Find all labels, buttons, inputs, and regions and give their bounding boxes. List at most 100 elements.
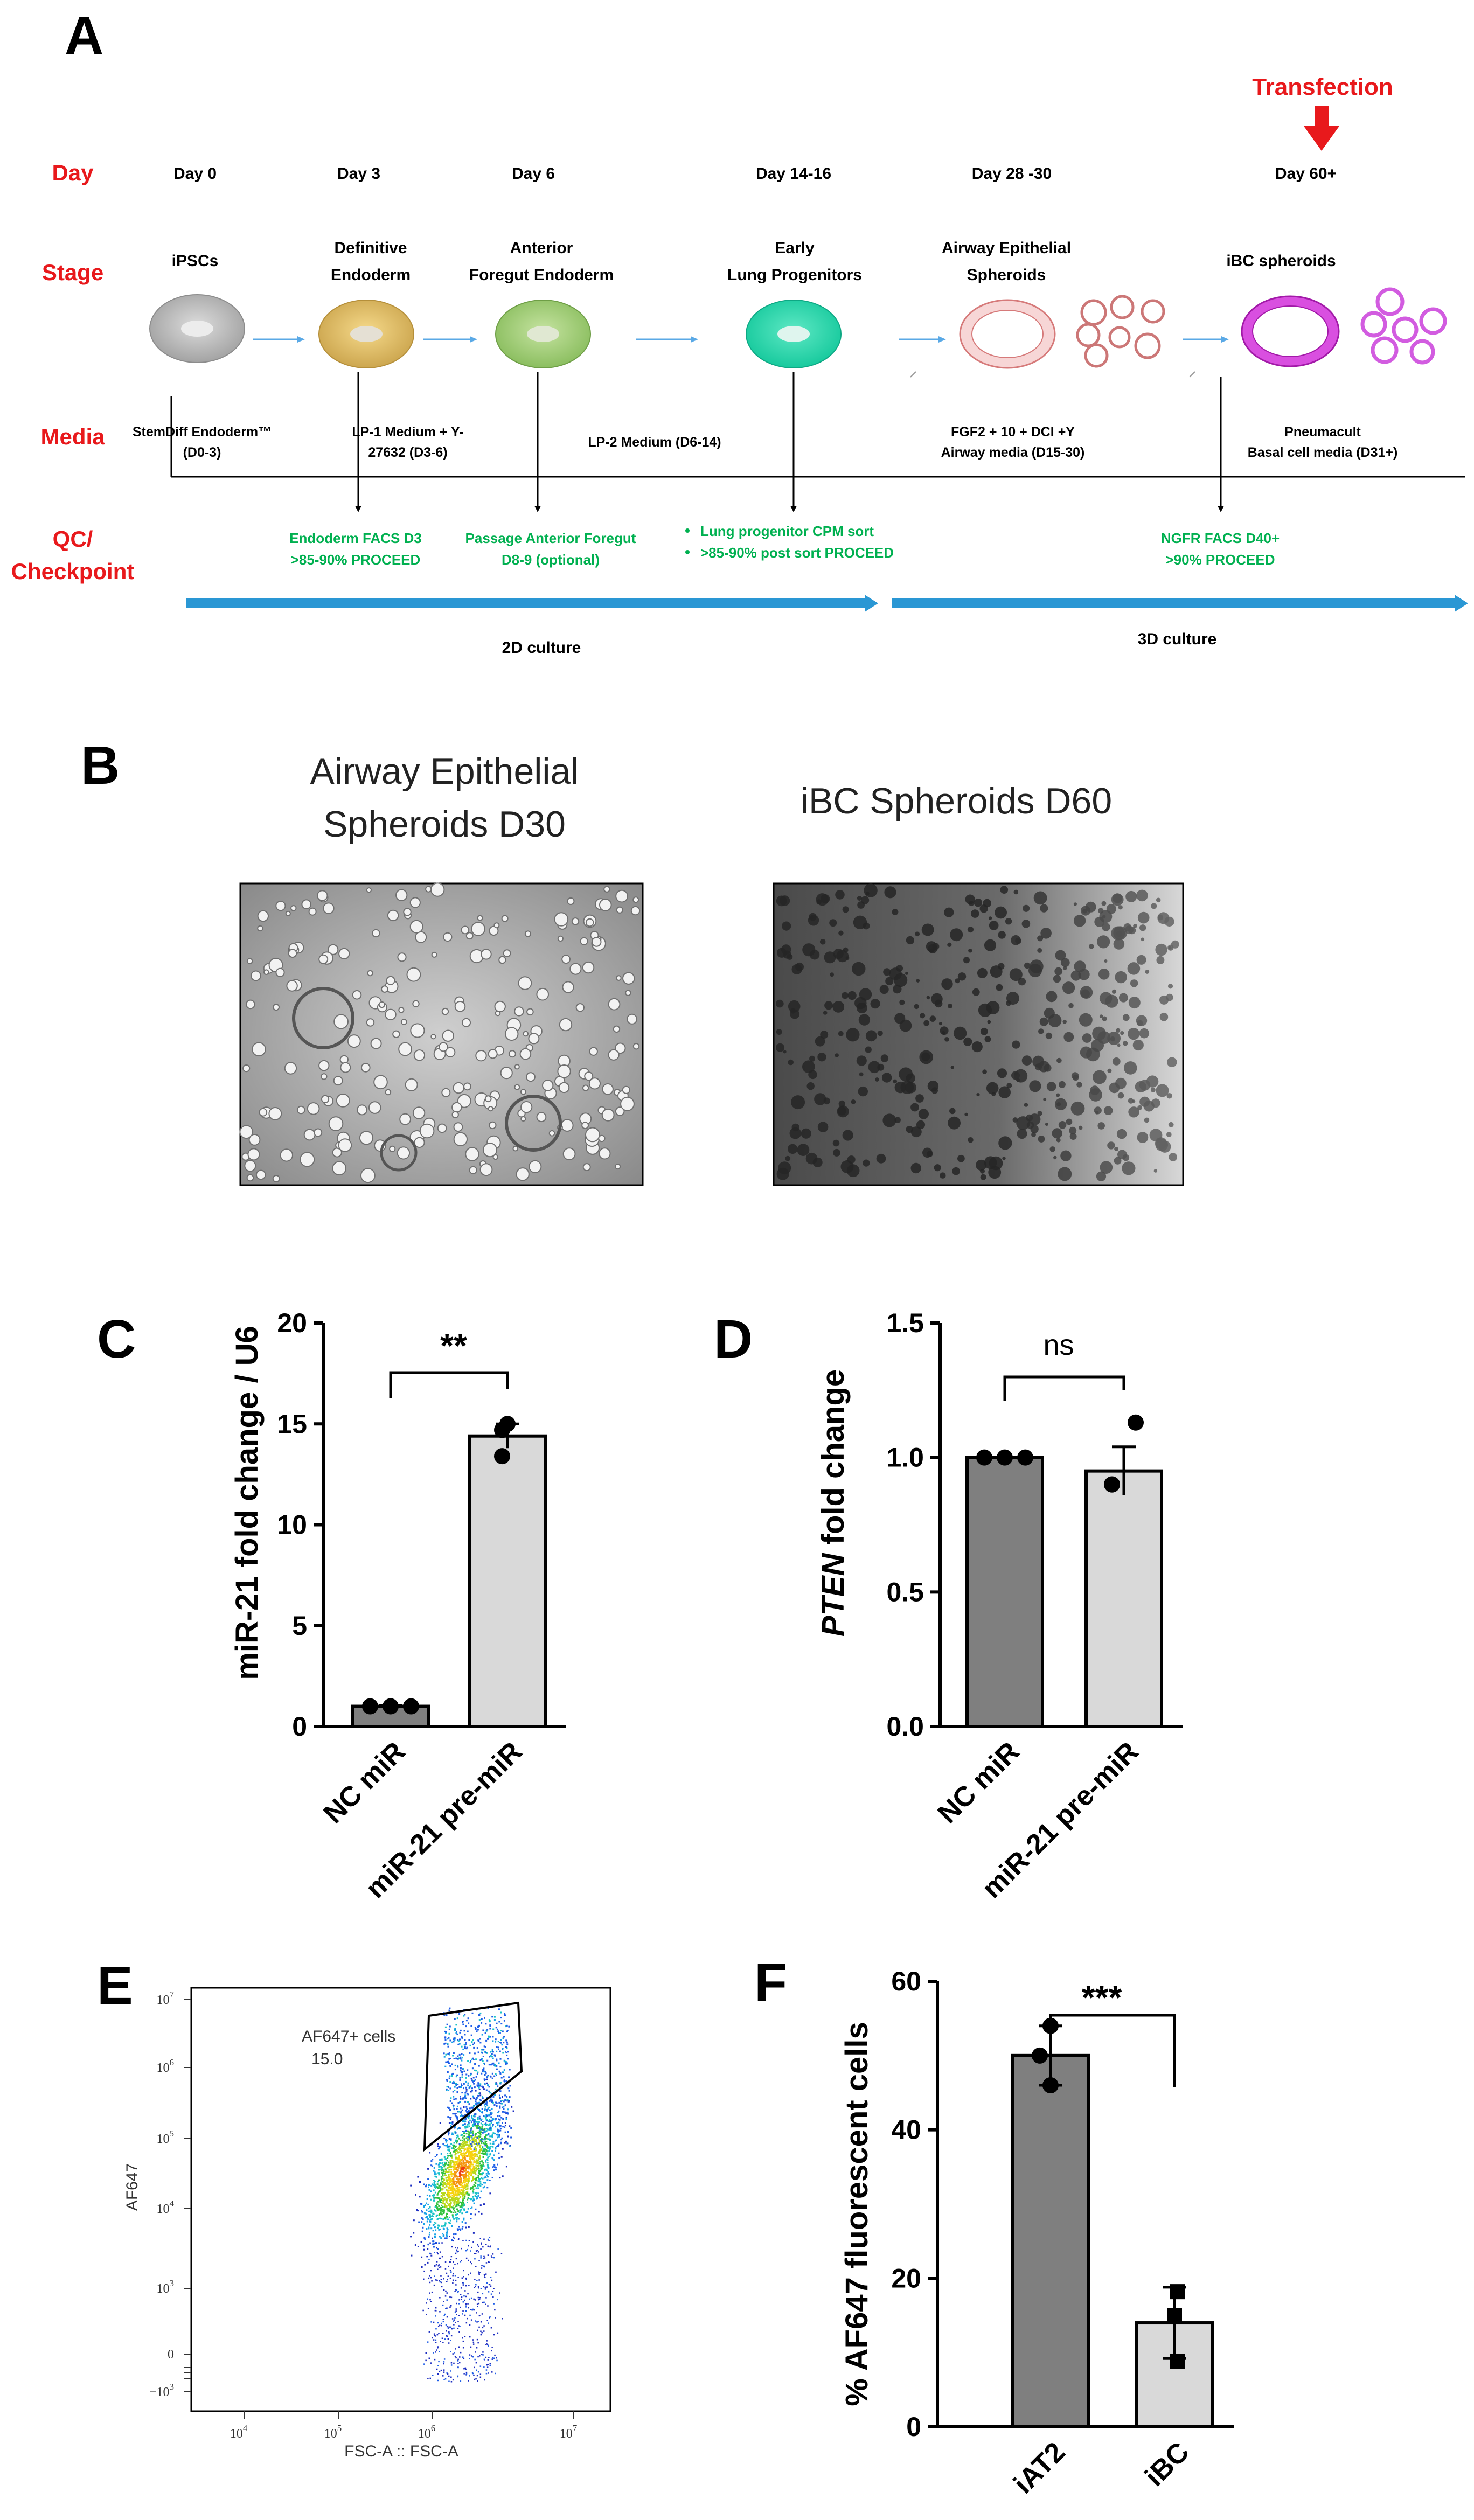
flow-event bbox=[472, 2095, 474, 2097]
flow-event bbox=[454, 2039, 456, 2041]
flow-event bbox=[450, 2364, 453, 2366]
flow-event bbox=[443, 2043, 446, 2045]
flow-event bbox=[472, 2190, 474, 2192]
cell-particle bbox=[359, 1131, 374, 1145]
flow-event bbox=[449, 2075, 451, 2077]
flow-event bbox=[435, 2173, 437, 2175]
y-tick-label: 20 bbox=[277, 1308, 307, 1338]
flow-event bbox=[463, 2168, 465, 2169]
spheroid-particle bbox=[968, 1137, 974, 1143]
spheroid-particle bbox=[1139, 1028, 1150, 1039]
cell-particle bbox=[582, 1163, 591, 1172]
flow-event bbox=[473, 2046, 475, 2049]
flow-event bbox=[458, 2184, 461, 2186]
flow-event bbox=[470, 2198, 472, 2200]
flow-event bbox=[460, 2287, 462, 2289]
flow-event bbox=[480, 2257, 482, 2259]
flow-plot-frame bbox=[190, 1987, 611, 2412]
flow-event bbox=[463, 2217, 465, 2219]
cell-particle bbox=[608, 1049, 620, 1061]
flow-event bbox=[464, 2185, 466, 2187]
flow-event bbox=[479, 2204, 482, 2206]
cell-particle bbox=[307, 1102, 320, 1115]
flow-event bbox=[471, 2107, 474, 2110]
flow-event bbox=[476, 2161, 478, 2163]
flow-event bbox=[456, 2091, 458, 2093]
flow-event bbox=[442, 2180, 444, 2182]
flow-event bbox=[465, 2306, 467, 2308]
flow-event bbox=[444, 2168, 447, 2170]
flow-event bbox=[489, 2100, 491, 2102]
flow-event bbox=[489, 2020, 491, 2022]
flow-event bbox=[457, 2159, 459, 2161]
flow-event bbox=[502, 2106, 504, 2108]
flow-event bbox=[442, 2333, 444, 2334]
flow-event bbox=[489, 2024, 491, 2027]
flow-event bbox=[465, 2142, 468, 2144]
flow-event bbox=[440, 2341, 441, 2342]
spheroid-particle bbox=[918, 1109, 929, 1119]
flow-event bbox=[484, 2286, 486, 2288]
cell-definitive-endoderm-icon bbox=[318, 300, 414, 368]
flow-event bbox=[486, 2146, 488, 2148]
flow-event bbox=[499, 2119, 501, 2121]
flow-event bbox=[456, 2017, 458, 2020]
flow-event bbox=[467, 2082, 469, 2084]
flow-event bbox=[470, 2213, 472, 2215]
flow-event bbox=[495, 2101, 497, 2104]
flow-event bbox=[465, 2162, 467, 2164]
spheroid-particle bbox=[893, 1079, 898, 1084]
cell-particle bbox=[463, 1082, 471, 1091]
cell-particle bbox=[620, 1096, 635, 1111]
flow-event bbox=[465, 2371, 468, 2373]
flow-event bbox=[450, 2376, 452, 2378]
flow-event bbox=[456, 2163, 458, 2165]
flow-event bbox=[477, 2085, 479, 2087]
flow-event bbox=[473, 2160, 475, 2162]
flow-event bbox=[486, 2187, 489, 2189]
flow-event bbox=[507, 2101, 510, 2103]
flow-event bbox=[426, 2302, 427, 2304]
flow-event bbox=[478, 2245, 479, 2247]
flow-event bbox=[454, 2275, 456, 2277]
flow-event bbox=[485, 2052, 487, 2054]
flow-event bbox=[485, 2089, 488, 2091]
flow-event bbox=[450, 2259, 452, 2260]
flow-event bbox=[440, 2168, 442, 2170]
flow-event bbox=[475, 2170, 477, 2172]
flow-event bbox=[469, 2155, 471, 2157]
flow-event bbox=[473, 2374, 475, 2376]
flow-event bbox=[477, 2084, 479, 2086]
significance-bracket bbox=[1003, 1375, 1125, 1401]
flow-event bbox=[481, 2034, 483, 2036]
flow-event bbox=[488, 2372, 489, 2374]
flow-event bbox=[471, 2125, 474, 2127]
flow-event bbox=[505, 2063, 507, 2065]
flow-event bbox=[468, 2198, 470, 2200]
flow-event bbox=[487, 2107, 489, 2110]
flow-event bbox=[488, 2019, 490, 2021]
flow-event bbox=[472, 2198, 475, 2200]
spheroid-particle bbox=[1168, 1122, 1174, 1127]
flow-event bbox=[428, 2214, 430, 2216]
flow-event bbox=[503, 2100, 505, 2103]
flow-event bbox=[483, 2203, 485, 2205]
flow-event bbox=[447, 2210, 449, 2212]
cell-particle bbox=[273, 1004, 280, 1011]
spheroid-particle bbox=[916, 1120, 926, 1129]
flow-event bbox=[429, 2219, 432, 2221]
flow-event bbox=[478, 2024, 480, 2027]
flow-event bbox=[451, 2082, 454, 2084]
flow-event bbox=[455, 2132, 457, 2134]
flow-event bbox=[436, 2183, 439, 2185]
spheroid-particle bbox=[1139, 924, 1146, 931]
flow-event bbox=[433, 2333, 435, 2335]
spheroid-particle bbox=[823, 1011, 828, 1015]
flow-event bbox=[453, 2188, 455, 2190]
flow-event bbox=[455, 2193, 457, 2195]
flow-event bbox=[489, 2114, 491, 2116]
flow-event bbox=[484, 2257, 486, 2259]
flow-event bbox=[498, 2110, 500, 2112]
flow-event bbox=[467, 2030, 469, 2032]
flow-event bbox=[481, 2072, 483, 2075]
